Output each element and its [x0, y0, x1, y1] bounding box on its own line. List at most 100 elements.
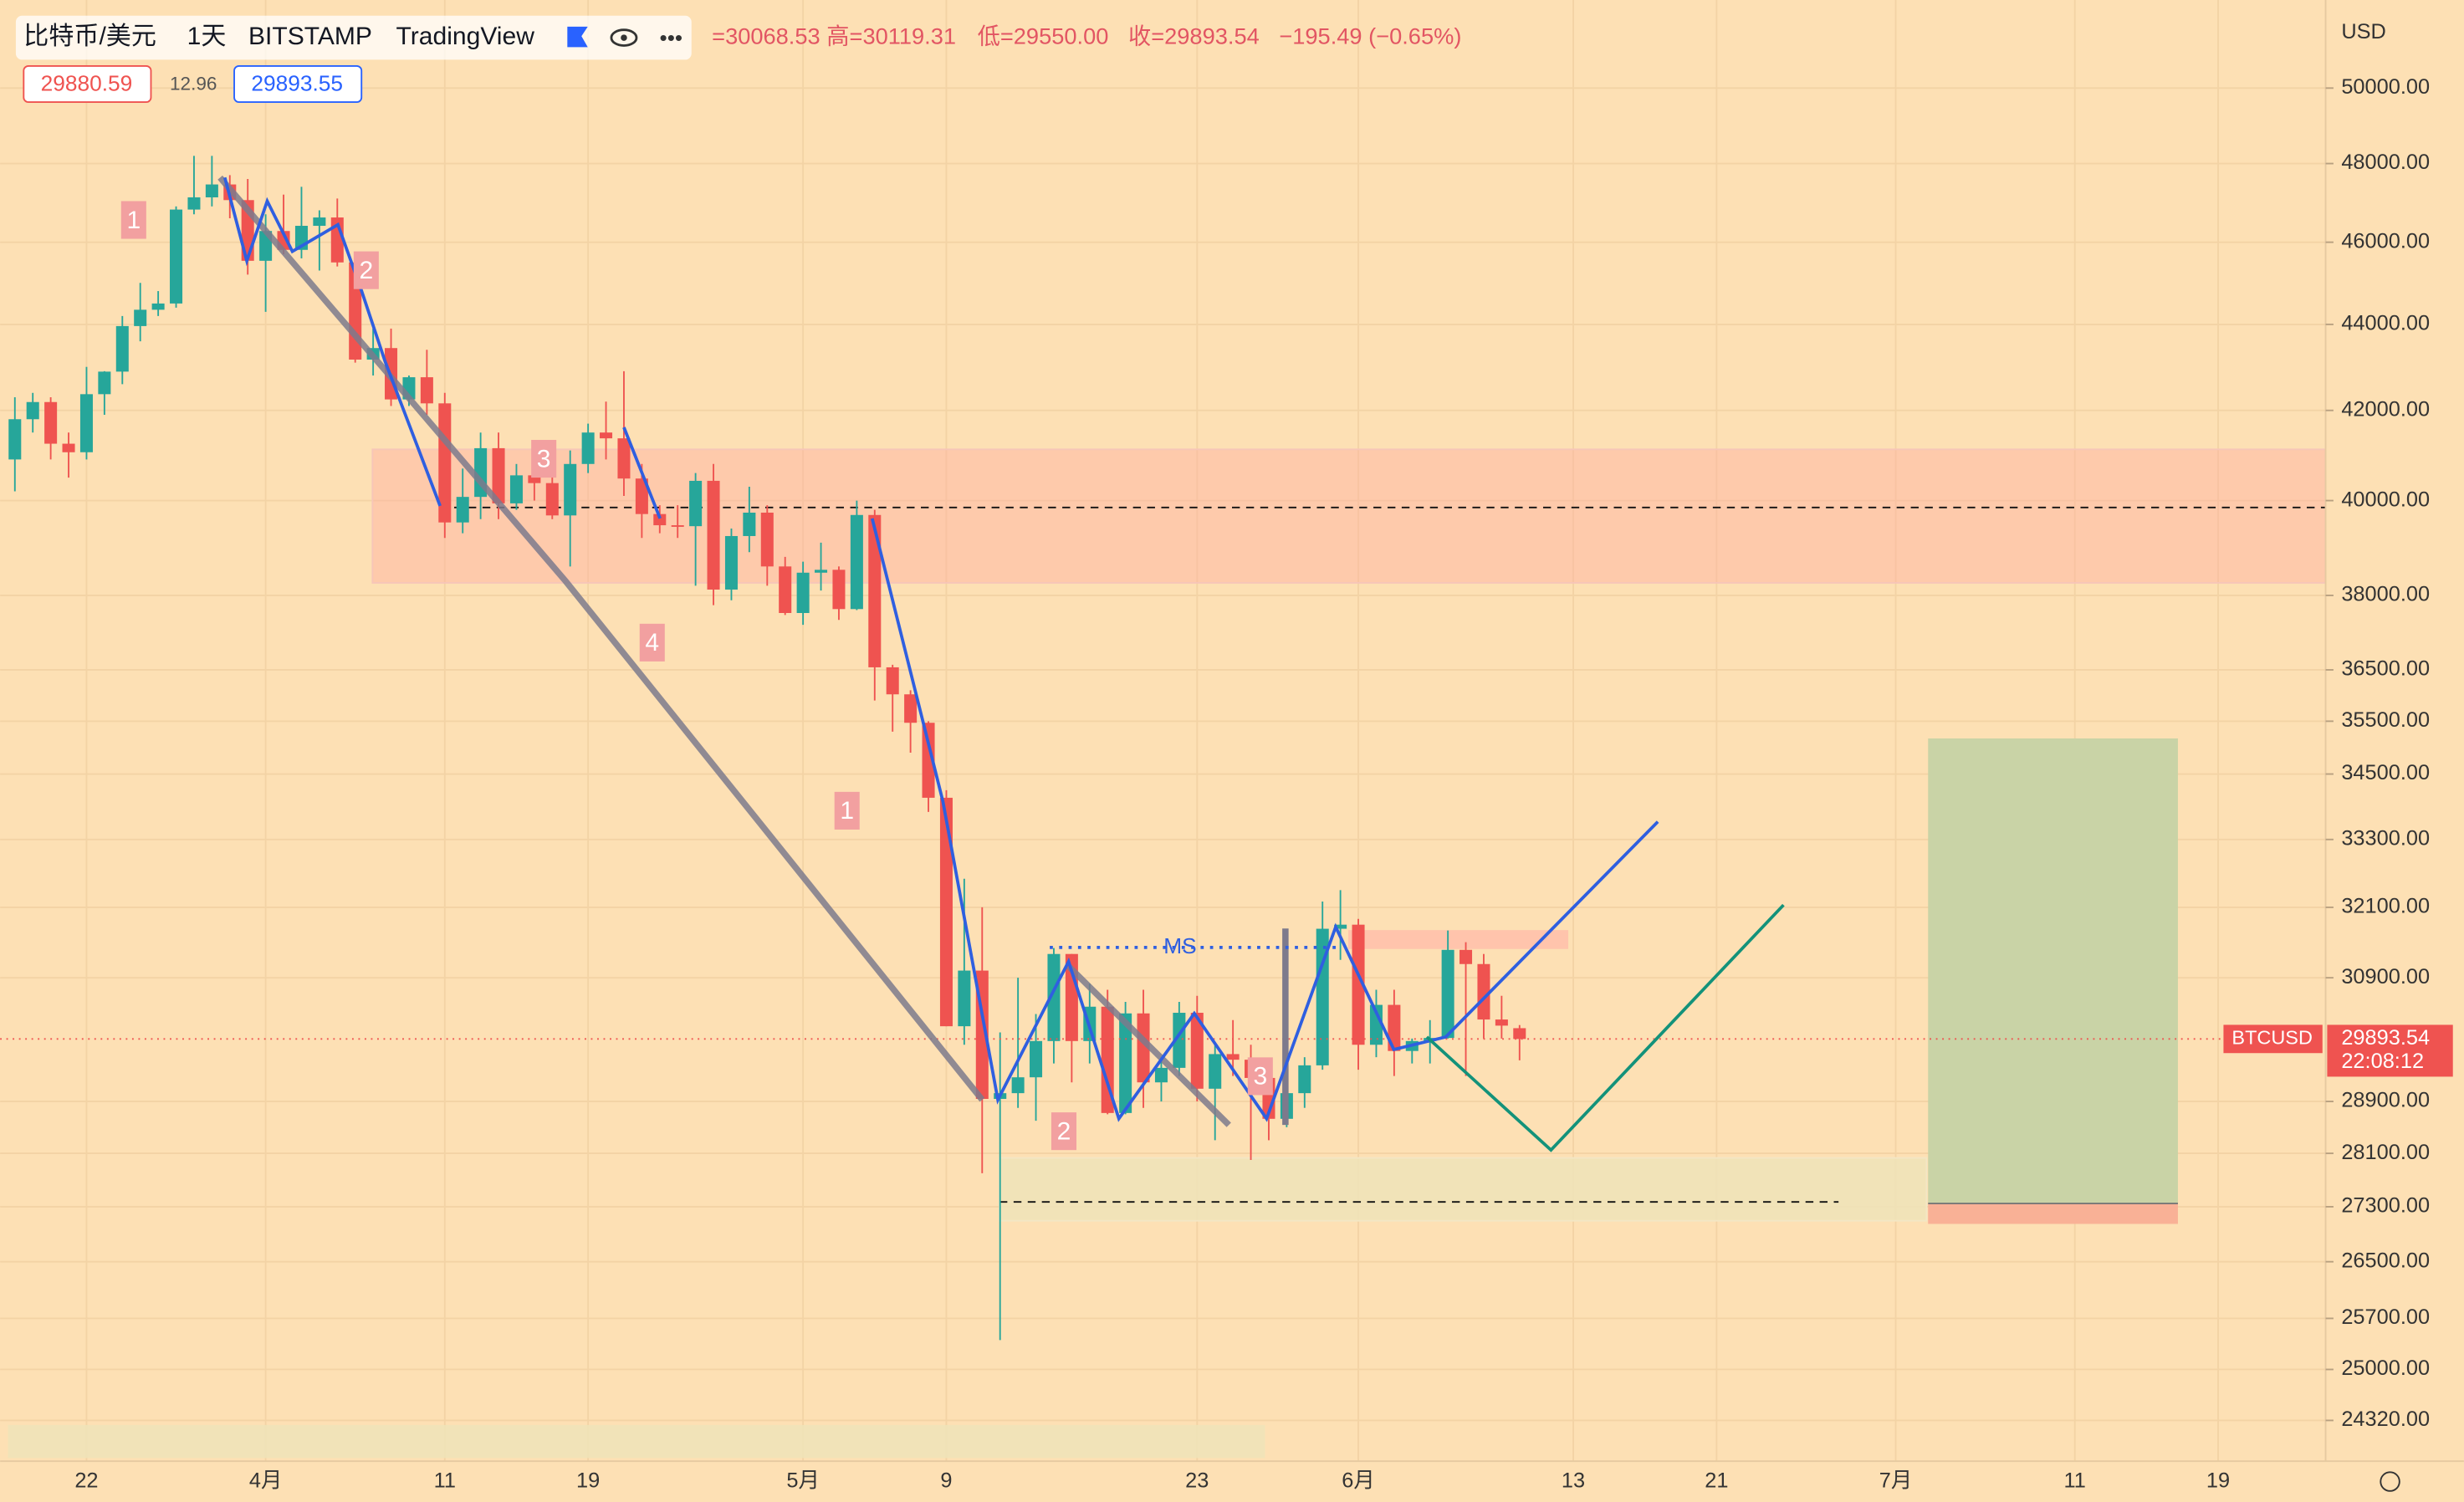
candle-body: [1316, 928, 1329, 1065]
candle-body: [1030, 1040, 1043, 1078]
candle-body: [904, 694, 918, 723]
wave-label: 1: [840, 797, 854, 825]
candle-body: [1513, 1028, 1526, 1040]
y-tick-label: 50000.00: [2341, 75, 2430, 99]
x-tick-label: 23: [1185, 1469, 1209, 1492]
candle-body: [707, 480, 720, 590]
candle-body: [1388, 1004, 1401, 1051]
y-tick-label: 28100.00: [2341, 1141, 2430, 1164]
currency: USD: [2341, 20, 2386, 43]
candle-body: [1477, 963, 1490, 1020]
wave-label: 2: [359, 257, 373, 284]
interval: 1天: [187, 23, 227, 50]
candle-body: [1137, 1013, 1150, 1083]
label-box: [531, 440, 557, 478]
candle-body: [1209, 1054, 1222, 1089]
candle-body: [832, 570, 846, 610]
y-tick-label: 38000.00: [2341, 583, 2430, 606]
candle-body: [420, 377, 433, 404]
candle-body: [886, 667, 899, 695]
candle-body: [26, 401, 39, 420]
wave-labels: 1 2 3 4 1 2 3 MS: [120, 201, 1273, 1151]
x-tick-label: 7月: [1879, 1469, 1912, 1492]
candle-body: [1101, 1006, 1114, 1113]
x-tick-label: 5月: [786, 1469, 819, 1492]
price-axis: [2325, 0, 2464, 1502]
candle-body: [600, 432, 613, 439]
price-tag: BTCUSD: [2231, 1027, 2313, 1049]
candle-body: [653, 513, 667, 526]
last-price-label: 29893.54: [2341, 1026, 2430, 1050]
ohlc: =30068.53 高=30119.31 低=29550.00 收=29893.54−…: [712, 23, 1461, 49]
x-tick-label: 9: [940, 1469, 952, 1492]
small-zone: [1348, 930, 1569, 949]
label-box: [1051, 1112, 1077, 1151]
y-tick-label: 30900.00: [2341, 965, 2430, 989]
wave-label: 4: [645, 629, 659, 656]
ohlc-item: −195.49 (−0.65%): [1279, 23, 1461, 49]
eye-icon[interactable]: [610, 28, 638, 47]
candle-body: [456, 497, 469, 523]
candle-body: [1334, 924, 1347, 929]
target-box: [1928, 738, 2178, 1204]
candle-body: [170, 209, 183, 304]
candle-body: [1298, 1065, 1311, 1094]
y-tick-label: 40000.00: [2341, 488, 2430, 511]
wave-label: 2: [1057, 1117, 1071, 1145]
x-tick-label: 4月: [249, 1469, 282, 1492]
candle-body: [760, 512, 774, 567]
y-tick-label: 48000.00: [2341, 151, 2430, 174]
y-tick-label: 42000.00: [2341, 397, 2430, 421]
candle-body: [79, 394, 93, 452]
ask: 29893.55: [251, 70, 343, 95]
candle-body: [44, 401, 58, 444]
x-tick-label: 13: [1562, 1469, 1585, 1492]
ohlc-item: 低=29550.00: [978, 23, 1109, 49]
ohlc-item: 收=29893.54: [1128, 23, 1260, 49]
eye-icon-pupil: [621, 34, 627, 41]
bid-box[interactable]: [23, 64, 152, 104]
wave-label: 3: [1253, 1063, 1267, 1091]
flag-icon[interactable]: [567, 26, 588, 48]
y-tick-label: 44000.00: [2341, 312, 2430, 335]
candle-body: [205, 184, 218, 197]
drawings: [217, 175, 1785, 1152]
candle-body: [868, 514, 882, 667]
x-tick-label: 11: [2064, 1469, 2086, 1492]
x-tick-label: 21: [1705, 1469, 1728, 1492]
y-tick-label: 24320.00: [2341, 1407, 2430, 1431]
y-tick-label: 32100.00: [2341, 895, 2430, 918]
candle-body: [98, 371, 111, 395]
symbol: 比特币/美元: [23, 23, 156, 50]
settings-icon[interactable]: [2380, 1471, 2400, 1492]
candle-body: [796, 572, 810, 613]
x-tick-label: 11: [434, 1469, 456, 1492]
candle-body: [187, 197, 201, 210]
ask-box[interactable]: [233, 64, 363, 104]
candle-body: [134, 309, 147, 326]
candle-body: [1173, 1013, 1186, 1068]
y-tick-label: 36500.00: [2341, 657, 2430, 681]
candle-body: [62, 443, 75, 452]
y-tick-label: 25000.00: [2341, 1356, 2430, 1380]
time-axis: [0, 1461, 2464, 1502]
candle-body: [617, 438, 631, 479]
candle-body: [779, 566, 792, 613]
support-zone: [999, 1157, 1928, 1222]
candle-body: [1495, 1019, 1508, 1026]
candle-body: [1154, 1067, 1168, 1083]
ohlc-item: =30068.53: [712, 23, 820, 49]
brand: TradingView: [396, 23, 535, 50]
label-box: [353, 251, 379, 289]
more-icon[interactable]: •••: [660, 25, 683, 50]
candle-body: [939, 797, 953, 1027]
candle-body: [1459, 949, 1473, 964]
x-tick-label: 22: [74, 1469, 98, 1492]
ms-label: MS: [1163, 933, 1196, 958]
projection-line: [1425, 903, 1785, 1152]
label-box: [1247, 1057, 1273, 1096]
candle-body: [1226, 1054, 1240, 1060]
exchange: BITSTAMP: [248, 23, 372, 50]
candle-body: [689, 480, 703, 527]
